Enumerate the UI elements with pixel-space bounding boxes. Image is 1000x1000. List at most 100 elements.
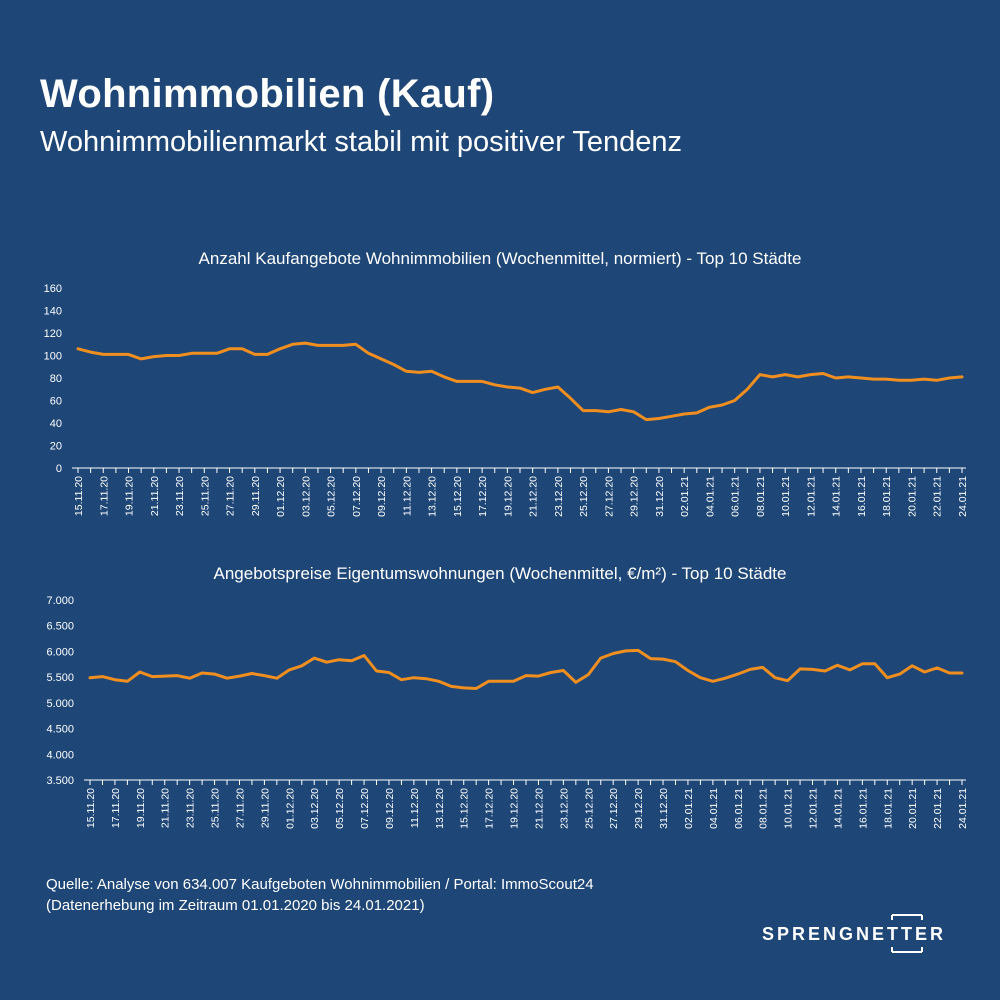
x-tick-label: 07.12.20 xyxy=(351,476,363,517)
y-tick-label: 4.000 xyxy=(46,749,74,761)
x-tick-label: 12.01.21 xyxy=(805,476,817,517)
x-tick-label: 14.01.21 xyxy=(831,476,843,517)
x-tick-label: 16.01.21 xyxy=(856,476,868,517)
sprengnetter-logo: SPRENGNETTER xyxy=(762,912,947,956)
x-tick-label: 04.01.21 xyxy=(708,788,720,829)
series-line xyxy=(76,341,964,422)
x-tick-label: 13.12.20 xyxy=(427,476,439,517)
x-tick-label: 27.11.20 xyxy=(225,476,237,516)
x-tick-label: 13.12.20 xyxy=(434,788,446,829)
x-tick-label: 07.12.20 xyxy=(359,788,371,829)
y-tick-label: 40 xyxy=(50,418,62,430)
x-tick-label: 23.11.20 xyxy=(174,476,186,516)
logo-mark-icon xyxy=(891,914,923,953)
x-tick-label: 09.12.20 xyxy=(384,788,396,829)
y-tick-label: 120 xyxy=(44,328,62,340)
x-tick-label: 31.12.20 xyxy=(654,476,666,517)
x-tick-label: 02.01.21 xyxy=(683,788,695,829)
x-tick-label: 29.11.20 xyxy=(259,788,271,828)
x-tick-label: 04.01.21 xyxy=(704,476,716,517)
x-tick-label: 17.11.20 xyxy=(98,476,110,516)
series-line xyxy=(88,648,964,690)
y-tick-label: 3.500 xyxy=(46,775,74,787)
x-tick-label: 10.01.21 xyxy=(783,788,795,829)
x-tick-label: 03.12.20 xyxy=(300,476,312,517)
source-line-1: Quelle: Analyse von 634.007 Kaufgeboten … xyxy=(46,876,594,893)
x-tick-label: 23.12.20 xyxy=(553,476,565,517)
x-tick-label: 11.12.20 xyxy=(409,788,421,828)
x-tick-label: 19.12.20 xyxy=(502,476,514,517)
x-tick-label: 10.01.21 xyxy=(780,476,792,517)
page-subtitle: Wohnimmobilienmarkt stabil mit positiver… xyxy=(40,126,683,158)
y-tick-label: 140 xyxy=(44,306,62,318)
x-tick-label: 29.11.20 xyxy=(250,476,262,516)
chart-title: Angebotspreise Eigentumswohnungen (Woche… xyxy=(214,564,787,583)
x-tick-label: 25.11.20 xyxy=(199,476,211,516)
y-tick-label: 160 xyxy=(44,283,62,295)
x-tick-label: 01.12.20 xyxy=(275,476,287,517)
page-title: Wohnimmobilien (Kauf) xyxy=(40,72,495,116)
x-tick-label: 14.01.21 xyxy=(832,788,844,829)
x-tick-label: 19.12.20 xyxy=(509,788,521,829)
x-tick-label: 21.11.20 xyxy=(149,476,161,516)
x-tick-label: 24.01.21 xyxy=(957,476,969,517)
y-tick-label: 5.000 xyxy=(46,698,74,710)
x-tick-label: 02.01.21 xyxy=(679,476,691,517)
x-tick-label: 21.12.20 xyxy=(533,788,545,829)
source-line-2: (Datenerhebung im Zeitraum 01.01.2020 bi… xyxy=(46,897,425,914)
x-tick-label: 27.11.20 xyxy=(234,788,246,828)
x-tick-label: 09.12.20 xyxy=(376,476,388,517)
x-tick-label: 06.01.21 xyxy=(730,476,742,517)
y-tick-label: 80 xyxy=(50,373,62,385)
chart-title: Anzahl Kaufangebote Wohnimmobilien (Woch… xyxy=(199,249,802,268)
y-tick-label: 4.500 xyxy=(46,724,74,736)
apartment-price-chart: Angebotspreise Eigentumswohnungen (Woche… xyxy=(0,555,1000,855)
x-tick-label: 21.11.20 xyxy=(160,788,172,828)
y-tick-label: 100 xyxy=(44,351,62,363)
x-tick-label: 16.01.21 xyxy=(857,788,869,829)
x-tick-label: 17.12.20 xyxy=(477,476,489,517)
x-tick-label: 27.12.20 xyxy=(608,788,620,829)
x-tick-label: 20.01.21 xyxy=(906,476,918,517)
x-tick-label: 08.01.21 xyxy=(758,788,770,829)
y-tick-label: 60 xyxy=(50,396,62,408)
x-tick-label: 08.01.21 xyxy=(755,476,767,517)
x-tick-label: 05.12.20 xyxy=(334,788,346,829)
offers-count-chart-svg: Anzahl Kaufangebote Wohnimmobilien (Woch… xyxy=(44,249,969,517)
x-tick-label: 31.12.20 xyxy=(658,788,670,829)
y-tick-label: 0 xyxy=(56,463,62,475)
x-tick-label: 19.11.20 xyxy=(124,476,136,516)
x-tick-label: 23.11.20 xyxy=(185,788,197,828)
y-tick-label: 6.000 xyxy=(46,646,74,658)
x-tick-label: 17.11.20 xyxy=(110,788,122,828)
x-tick-label: 24.01.21 xyxy=(957,788,969,829)
x-tick-label: 29.12.20 xyxy=(629,476,641,517)
x-tick-label: 11.12.20 xyxy=(401,476,413,516)
x-tick-label: 23.12.20 xyxy=(558,788,570,829)
x-tick-label: 15.11.20 xyxy=(73,476,85,516)
x-tick-label: 05.12.20 xyxy=(326,476,338,517)
y-tick-label: 7.000 xyxy=(46,595,74,607)
x-tick-label: 20.01.21 xyxy=(907,788,919,829)
source-note: Quelle: Analyse von 634.007 Kaufgeboten … xyxy=(46,874,594,916)
x-tick-label: 25.12.20 xyxy=(578,476,590,517)
x-tick-label: 17.12.20 xyxy=(484,788,496,829)
apartment-price-chart-svg: Angebotspreise Eigentumswohnungen (Woche… xyxy=(46,564,969,829)
logo-text: SPRENGNETTER xyxy=(762,924,947,944)
x-tick-label: 27.12.20 xyxy=(603,476,615,517)
x-tick-label: 15.11.20 xyxy=(85,788,97,828)
x-tick-label: 25.12.20 xyxy=(583,788,595,829)
offers-count-chart: Anzahl Kaufangebote Wohnimmobilien (Woch… xyxy=(0,240,1000,540)
x-tick-label: 06.01.21 xyxy=(733,788,745,829)
x-tick-label: 18.01.21 xyxy=(881,476,893,517)
x-tick-label: 18.01.21 xyxy=(882,788,894,829)
x-tick-label: 25.11.20 xyxy=(210,788,222,828)
x-tick-label: 15.12.20 xyxy=(459,788,471,829)
x-tick-label: 03.12.20 xyxy=(309,788,321,829)
x-tick-label: 19.11.20 xyxy=(135,788,147,828)
y-tick-label: 20 xyxy=(50,441,62,453)
x-tick-label: 29.12.20 xyxy=(633,788,645,829)
x-tick-label: 01.12.20 xyxy=(284,788,296,829)
x-tick-label: 15.12.20 xyxy=(452,476,464,517)
y-tick-label: 5.500 xyxy=(46,672,74,684)
